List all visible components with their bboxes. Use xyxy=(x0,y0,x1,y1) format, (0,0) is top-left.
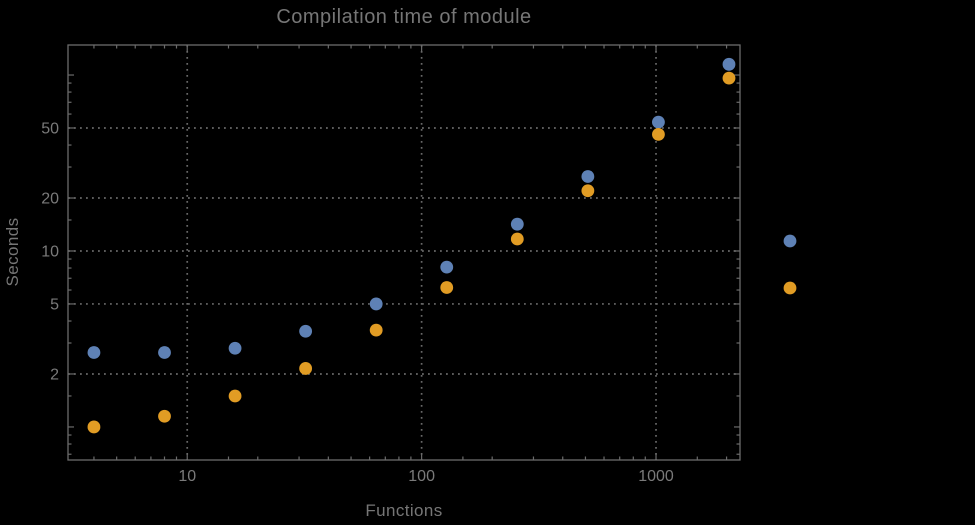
x-tick-label-10: 10 xyxy=(178,468,196,485)
x-tick-label-100: 100 xyxy=(408,468,435,485)
point-series-blue-x2048 xyxy=(722,57,736,71)
point-series-orange-x4 xyxy=(87,420,101,434)
point-series-blue-x256 xyxy=(510,217,524,231)
point-series-blue-x16 xyxy=(228,341,242,355)
legend-marker-1 xyxy=(783,234,797,248)
point-series-blue-x128 xyxy=(440,260,454,274)
point-series-blue-x512 xyxy=(581,170,595,183)
point-series-orange-x32 xyxy=(299,362,313,375)
point-series-orange-x512 xyxy=(581,184,595,198)
point-series-orange-x8 xyxy=(158,409,171,423)
point-series-orange-x2048 xyxy=(722,71,736,85)
point-series-orange-x128 xyxy=(440,281,454,294)
legend-marker-2 xyxy=(783,281,797,295)
x-axis-label: Functions xyxy=(365,501,443,520)
x-tick-label-1000: 1000 xyxy=(638,468,674,485)
point-series-orange-x256 xyxy=(510,232,524,246)
point-series-blue-x8 xyxy=(158,346,171,359)
y-tick-label-2: 2 xyxy=(50,366,59,383)
plot-frame xyxy=(67,44,741,461)
point-series-blue-x4 xyxy=(87,346,101,359)
point-series-blue-x1024 xyxy=(652,115,665,129)
y-tick-label-10: 10 xyxy=(41,243,59,260)
point-series-blue-x32 xyxy=(299,324,313,338)
chart-title: Compilation time of module xyxy=(276,6,532,28)
y-tick-label-50: 50 xyxy=(41,120,59,137)
point-series-orange-x1024 xyxy=(652,127,665,141)
point-series-blue-x64 xyxy=(369,297,383,311)
point-series-orange-x16 xyxy=(228,389,242,403)
y-tick-label-5: 5 xyxy=(50,296,59,313)
y-tick-label-20: 20 xyxy=(41,191,59,208)
point-series-orange-x64 xyxy=(369,323,383,337)
